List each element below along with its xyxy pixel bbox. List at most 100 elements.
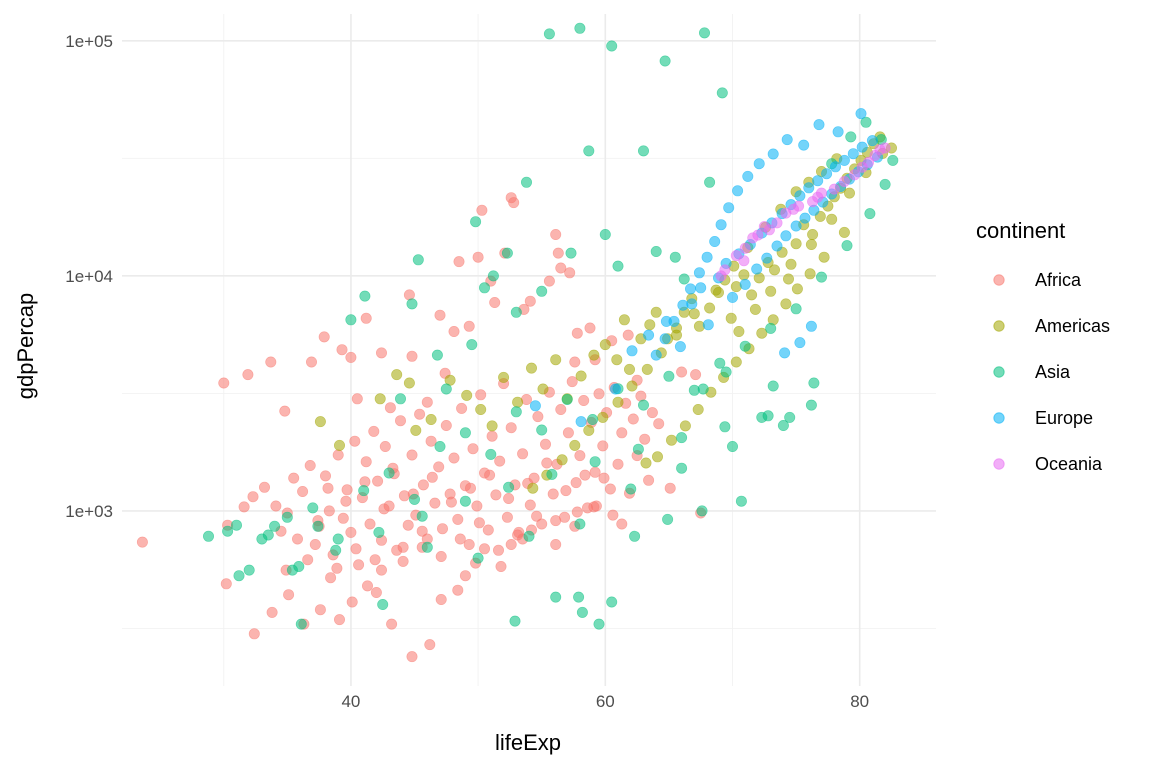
data-point	[555, 403, 567, 415]
data-point	[312, 520, 324, 532]
data-point	[798, 139, 810, 151]
data-point	[510, 306, 522, 318]
data-point	[692, 403, 704, 415]
data-point	[512, 529, 524, 541]
data-point	[291, 533, 303, 545]
data-point	[364, 518, 376, 530]
data-point	[818, 251, 830, 263]
data-point	[461, 389, 473, 401]
data-point	[578, 394, 590, 406]
data-point	[333, 439, 345, 451]
data-point	[281, 511, 293, 523]
data-point	[768, 264, 780, 276]
data-point	[360, 456, 372, 468]
data-point	[805, 239, 817, 251]
data-point	[374, 393, 386, 405]
data-point	[536, 424, 548, 436]
data-point	[626, 380, 638, 392]
data-point	[475, 389, 487, 401]
data-point	[531, 510, 543, 522]
data-point	[375, 564, 387, 576]
data-point	[659, 333, 671, 345]
data-point	[677, 299, 689, 311]
data-point	[414, 408, 426, 420]
data-point	[283, 589, 295, 601]
data-point	[599, 339, 611, 351]
data-point	[832, 126, 844, 138]
data-point	[536, 285, 548, 297]
data-point	[353, 559, 365, 571]
axis-ticks: 40 60 80 1e+03 1e+04 1e+05	[65, 32, 869, 711]
data-point	[626, 345, 638, 357]
data-point	[426, 471, 438, 483]
data-point	[547, 488, 559, 500]
legend-item-africa: Africa	[993, 270, 1082, 290]
data-point	[782, 273, 794, 285]
data-point	[597, 411, 609, 423]
data-point	[604, 483, 616, 495]
data-point	[611, 354, 623, 366]
data-point	[780, 230, 792, 242]
data-point	[612, 396, 624, 408]
data-point	[720, 366, 732, 378]
y-tick-label: 1e+04	[65, 267, 113, 286]
data-point	[524, 295, 536, 307]
data-point	[640, 457, 652, 469]
data-point	[719, 421, 731, 433]
data-point	[417, 479, 429, 491]
data-point	[452, 584, 464, 596]
data-point	[295, 618, 307, 630]
data-point	[332, 533, 344, 545]
data-point	[266, 606, 278, 618]
data-point	[448, 325, 460, 337]
data-point	[304, 459, 316, 471]
data-point	[485, 448, 497, 460]
data-point	[429, 497, 441, 509]
data-point	[453, 256, 465, 268]
data-point	[723, 202, 735, 214]
data-point	[639, 433, 651, 445]
data-point	[279, 405, 291, 417]
legend-key	[993, 320, 1005, 332]
data-point	[765, 322, 777, 334]
data-point	[593, 388, 605, 400]
data-point	[258, 481, 270, 493]
data-point	[503, 492, 515, 504]
data-point	[466, 339, 478, 351]
legend-item-oceania: Oceania	[993, 454, 1103, 474]
data-point	[270, 500, 282, 512]
data-point	[520, 176, 532, 188]
data-point	[472, 251, 484, 263]
data-point	[607, 509, 619, 521]
data-point	[749, 303, 761, 315]
data-point	[598, 472, 610, 484]
data-point	[609, 383, 621, 395]
data-point	[688, 308, 700, 320]
data-point	[662, 513, 674, 525]
data-point	[650, 306, 662, 318]
data-point	[476, 204, 488, 216]
data-point	[606, 596, 618, 608]
data-point	[693, 267, 705, 279]
data-point	[794, 190, 806, 202]
data-point	[463, 538, 475, 550]
data-point	[574, 518, 586, 530]
data-point	[606, 40, 618, 52]
data-point	[434, 440, 446, 452]
data-point	[751, 263, 763, 275]
data-point	[584, 322, 596, 334]
data-point	[336, 344, 348, 356]
data-point	[695, 282, 707, 294]
data-point	[762, 410, 774, 422]
data-point	[805, 399, 817, 411]
data-point	[847, 148, 859, 160]
data-point	[679, 420, 691, 432]
data-point	[333, 614, 345, 626]
data-point	[574, 22, 586, 34]
data-point	[753, 158, 765, 170]
data-point	[761, 252, 773, 264]
x-tick-label: 80	[850, 692, 869, 711]
data-point	[370, 586, 382, 598]
data-point	[319, 470, 331, 482]
data-point	[841, 240, 853, 252]
